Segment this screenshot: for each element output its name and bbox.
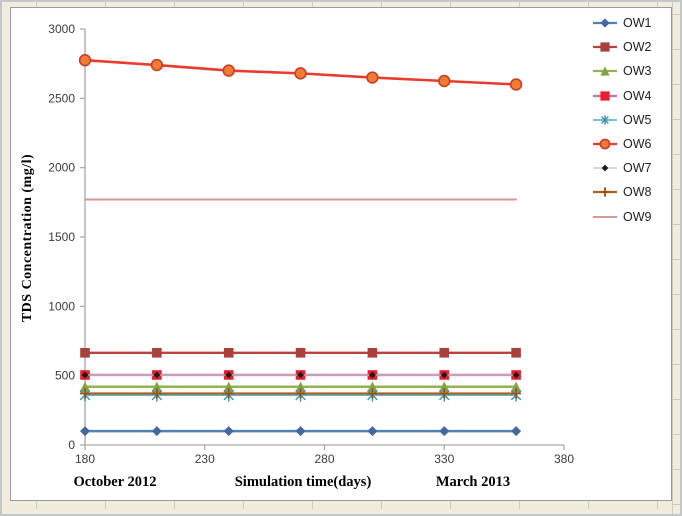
tds-chart: 0 500 1000 1500 2000 2500 3000 180 230 280 330 380: [48, 22, 574, 466]
label-october-2012: October 2012: [73, 474, 157, 490]
y-axis-title: TDS Concentration (mg/l): [20, 153, 35, 323]
chart-legend: OW1 OW2 OW3 OW4 OW5 OW6 OW7 OW8 OW9: [592, 17, 651, 235]
legend-label: OW4: [623, 88, 652, 103]
legend-label: OW5: [623, 112, 652, 127]
legend-label: OW3: [623, 64, 652, 79]
svg-text:330: 330: [434, 452, 454, 466]
svg-text:1000: 1000: [48, 299, 75, 313]
legend-item-ow9[interactable]: OW9: [592, 209, 652, 224]
legend-label: OW2: [623, 40, 652, 55]
legend-item-ow8[interactable]: OW8: [592, 185, 652, 200]
legend-item-ow6[interactable]: OW6: [592, 138, 651, 150]
label-march-2013: March 2013: [435, 474, 511, 490]
spreadsheet-gridline-top: [2, 2, 680, 8]
legend-label: OW1: [623, 16, 652, 30]
svg-text:0: 0: [68, 438, 75, 452]
legend-marker-ow3-icon: [593, 66, 617, 76]
legend-label: OW7: [623, 161, 652, 176]
legend-marker-ow5-icon: [593, 115, 617, 125]
svg-text:2000: 2000: [48, 161, 75, 175]
svg-text:280: 280: [314, 452, 334, 466]
svg-text:2500: 2500: [48, 91, 75, 105]
legend-item-ow3[interactable]: OW3: [592, 64, 652, 79]
svg-text:230: 230: [195, 452, 215, 466]
x-axis-caption-row: October 2012 Simulation time(days) March…: [11, 474, 671, 494]
legend-label: OW8: [623, 185, 652, 200]
svg-text:500: 500: [55, 369, 75, 383]
legend-label: OW6: [623, 136, 652, 151]
legend-item-ow7[interactable]: OW7: [592, 162, 651, 174]
svg-text:3000: 3000: [48, 22, 75, 36]
legend-marker-ow2-icon: [593, 42, 617, 52]
legend-item-ow4[interactable]: OW4: [592, 88, 652, 103]
legend-marker-ow8-icon: [593, 187, 617, 197]
x-axis-title: Simulation time(days): [234, 474, 372, 490]
legend-marker-ow9-icon: [593, 215, 617, 218]
chart-panel: 0 500 1000 1500 2000 2500 3000 180 230 280 330 380 …: [10, 7, 672, 501]
legend-marker-ow1-icon: [593, 18, 617, 28]
legend-marker-ow6-icon: [593, 138, 617, 150]
svg-text:380: 380: [554, 452, 574, 466]
spreadsheet-gridline-right-stubs: [672, 2, 680, 514]
legend-item-ow5[interactable]: OW5: [592, 114, 651, 126]
svg-text:1500: 1500: [48, 230, 75, 244]
legend-marker-ow7-icon: [593, 164, 617, 172]
legend-label: OW9: [623, 209, 652, 224]
spreadsheet-gridline-bottom: [2, 500, 680, 509]
svg-text:180: 180: [75, 452, 95, 466]
legend-item-ow1[interactable]: OW1: [592, 17, 651, 29]
legend-item-ow2[interactable]: OW2: [592, 41, 651, 53]
legend-marker-ow4-icon: [593, 90, 617, 101]
